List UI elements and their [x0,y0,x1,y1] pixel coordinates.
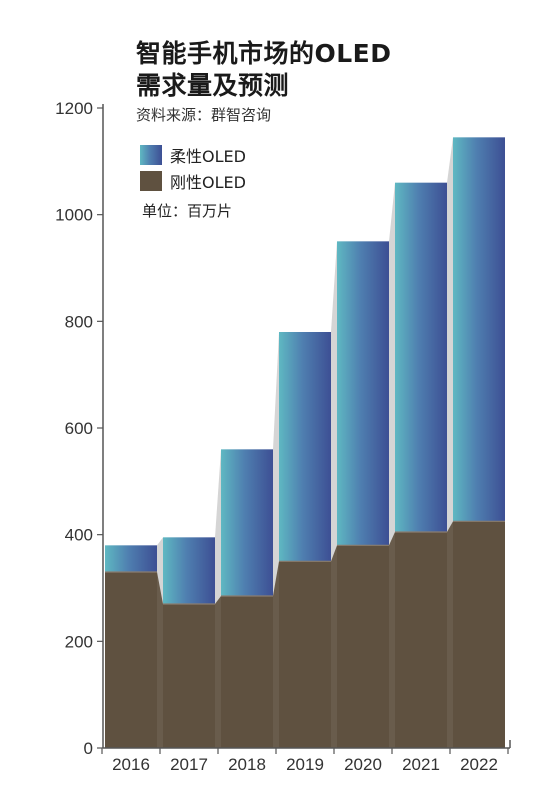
bar-flexible-2020 [337,241,389,546]
x-tick-label: 2022 [460,755,498,774]
bar-connector-rigid [389,532,395,748]
bar-connector-rigid [157,572,163,748]
legend-swatch-flexible [140,145,162,165]
y-tick-label: 600 [65,419,93,438]
bar-rigid-2022 [453,521,505,748]
x-tick-label: 2017 [170,755,208,774]
y-tick-label: 1000 [55,206,93,225]
chart-source: 资料来源：群智咨询 [136,106,272,124]
chart-unit: 单位：百万片 [142,202,233,220]
legend-swatch-rigid [140,171,162,191]
bar-connector-rigid [273,561,279,748]
bar-connector-rigid [215,596,221,748]
legend-label-flexible: 柔性OLED [170,147,246,166]
y-tick-label: 800 [65,312,93,331]
legend-item-flexible: 柔性OLED [140,143,246,167]
bar-rigid-2018 [221,596,273,748]
x-tick-label: 2019 [286,755,324,774]
bar-flexible-2018 [221,449,273,596]
bar-connector-rigid [331,545,337,748]
bar-flexible-2019 [279,332,331,562]
y-tick-label: 0 [84,739,93,758]
y-tick-label: 400 [65,526,93,545]
bar-flexible-2022 [453,137,505,522]
legend-label-rigid: 刚性OLED [170,173,246,192]
bar-rigid-2019 [279,561,331,748]
legend-item-rigid: 刚性OLED [140,169,246,193]
bar-flexible-2016 [105,545,157,572]
chart-title-line-1: 智能手机市场的OLED [136,39,392,68]
bar-rigid-2016 [105,572,157,748]
x-tick-label: 2021 [402,755,440,774]
bar-flexible-2021 [395,182,447,532]
y-tick-label: 1200 [55,99,93,118]
bar-connector-rigid [447,521,453,748]
chart-title-line-2: 需求量及预测 [136,71,290,100]
x-tick-label: 2018 [228,755,266,774]
bar-rigid-2020 [337,545,389,748]
bar-rigid-2021 [395,532,447,748]
x-tick-label: 2016 [112,755,150,774]
bar-rigid-2017 [163,604,215,748]
x-tick-label: 2020 [344,755,382,774]
bar-flexible-2017 [163,537,215,604]
y-tick-label: 200 [65,632,93,651]
